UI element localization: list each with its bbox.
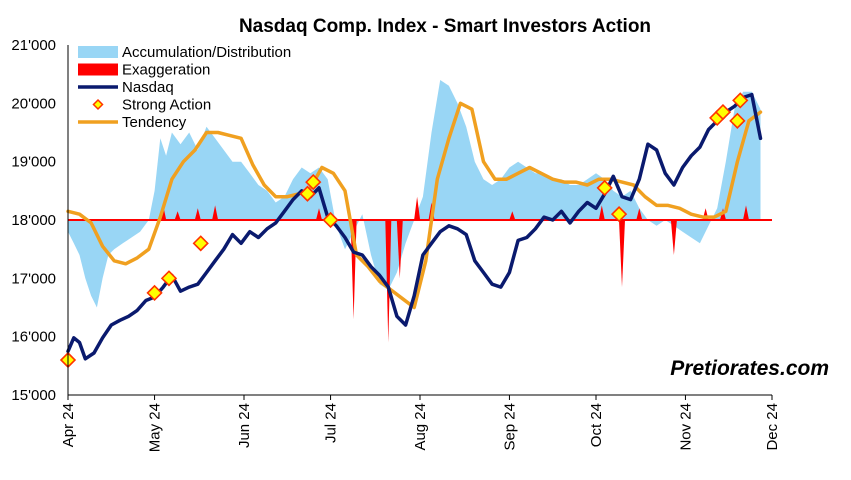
exaggeration-spike-10: [509, 211, 516, 220]
exaggeration-spike-12: [619, 220, 625, 288]
chart-title: Nasdaq Comp. Index - Smart Investors Act…: [239, 16, 651, 37]
y-tick-label: 16'000: [11, 329, 56, 346]
strong-action-marker-10: [714, 103, 732, 121]
legend-swatch: [78, 63, 118, 76]
strong-action-marker-11: [729, 112, 746, 129]
series-tendency-line: [66, 101, 763, 310]
series-nasdaq-line: [66, 92, 763, 361]
y-tick-label: 21'000: [11, 37, 56, 54]
exaggeration-spike-6: [385, 220, 392, 343]
strong-action-marker-4: [299, 185, 316, 202]
x-tick-label: Sep 24: [501, 403, 518, 451]
exaggeration-spike-7: [396, 220, 403, 279]
strong-action-marker-12: [732, 92, 749, 109]
legend-entry: Nasdaq: [78, 79, 174, 96]
legend-entry: Exaggeration: [78, 62, 210, 79]
legend-swatch: [78, 46, 118, 58]
strong-action-marker-3: [192, 235, 209, 252]
exaggeration-spike-4: [316, 208, 322, 220]
watermark: Pretiorates.com: [670, 357, 829, 380]
legend: Accumulation/DistributionExaggerationNas…: [78, 44, 291, 131]
y-tick-label: 17'000: [11, 270, 56, 287]
series-accumulation-distribution-area: [68, 80, 761, 308]
y-tick-label: 19'000: [11, 154, 56, 171]
exaggeration-spike-11: [598, 205, 605, 220]
x-tick-label: Nov 24: [677, 403, 694, 451]
x-axis: Apr 24 May 24 Jun 24 Jul 24 Aug 24 Sep 24 Oct …: [60, 394, 781, 452]
exaggeration-spike-1: [174, 211, 181, 220]
strong-action-marker-1: [146, 284, 163, 302]
legend-entry: Tendency: [78, 114, 187, 131]
legend-label: Exaggeration: [122, 62, 210, 79]
plot-area: [59, 80, 772, 369]
legend-label: Strong Action: [122, 97, 211, 114]
exaggeration-spike-3: [212, 205, 219, 220]
exaggeration-spike-14: [670, 220, 677, 255]
x-tick-label: May 24: [147, 403, 164, 452]
y-tick-label: 15'000: [11, 387, 56, 404]
legend-entry: Strong Action: [92, 97, 211, 114]
strong-action-marker-5: [305, 173, 322, 191]
legend-label: Nasdaq: [122, 79, 174, 96]
exaggeration-spike-13: [636, 208, 643, 220]
x-tick-label: Oct 24: [588, 403, 605, 447]
y-tick-label: 20'000: [11, 95, 56, 112]
strong-action-marker-8: [610, 206, 628, 223]
exaggeration-spike-2: [194, 208, 201, 220]
x-tick-label: Jun 24: [236, 403, 253, 448]
legend-swatch: [92, 98, 104, 111]
x-tick-label: Apr 24: [60, 403, 77, 447]
exaggeration-spike-17: [743, 205, 749, 220]
y-tick-label: 18'000: [11, 212, 56, 229]
strong-action-marker-6: [322, 211, 339, 229]
y-axis: 15'000 16'000 17'000 18'000 19'000 20'000 21'0…: [11, 37, 69, 404]
legend-entry: Accumulation/Distribution: [78, 44, 291, 61]
legend-label: Tendency: [122, 114, 187, 131]
x-tick-label: Dec 24: [764, 403, 781, 451]
legend-label: Accumulation/Distribution: [122, 44, 291, 61]
exaggeration-spike-8: [414, 196, 421, 220]
strong-action-marker-7: [596, 179, 613, 197]
strong-action-marker-2: [160, 270, 178, 287]
x-tick-label: Jul 24: [323, 403, 340, 443]
x-tick-label: Aug 24: [412, 403, 429, 451]
